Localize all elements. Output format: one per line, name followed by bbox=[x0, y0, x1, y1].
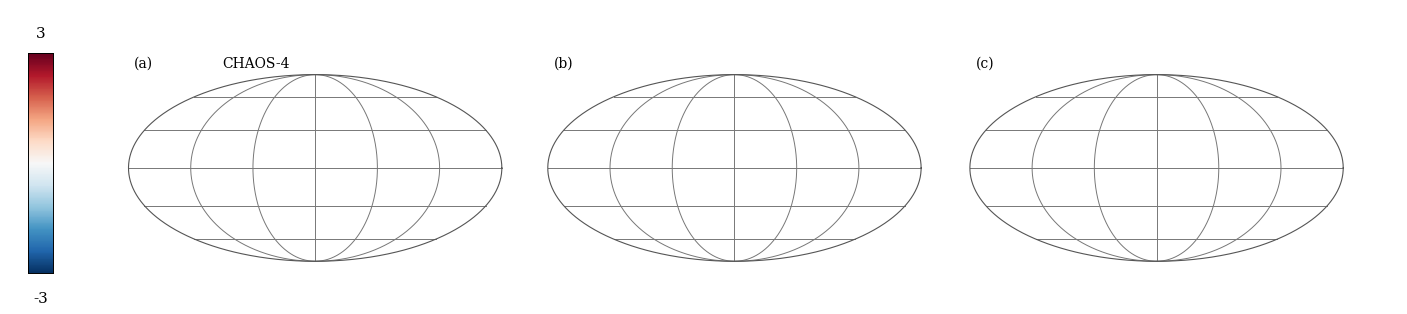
Text: 3: 3 bbox=[37, 27, 45, 41]
Text: (b): (b) bbox=[553, 57, 573, 71]
PathPatch shape bbox=[0, 0, 975, 314]
Text: CHAOS-4: CHAOS-4 bbox=[222, 57, 290, 71]
PathPatch shape bbox=[497, 0, 1407, 314]
Text: (a): (a) bbox=[134, 57, 153, 71]
Text: -3: -3 bbox=[34, 292, 48, 306]
Text: (c): (c) bbox=[975, 57, 995, 71]
PathPatch shape bbox=[75, 0, 1394, 314]
